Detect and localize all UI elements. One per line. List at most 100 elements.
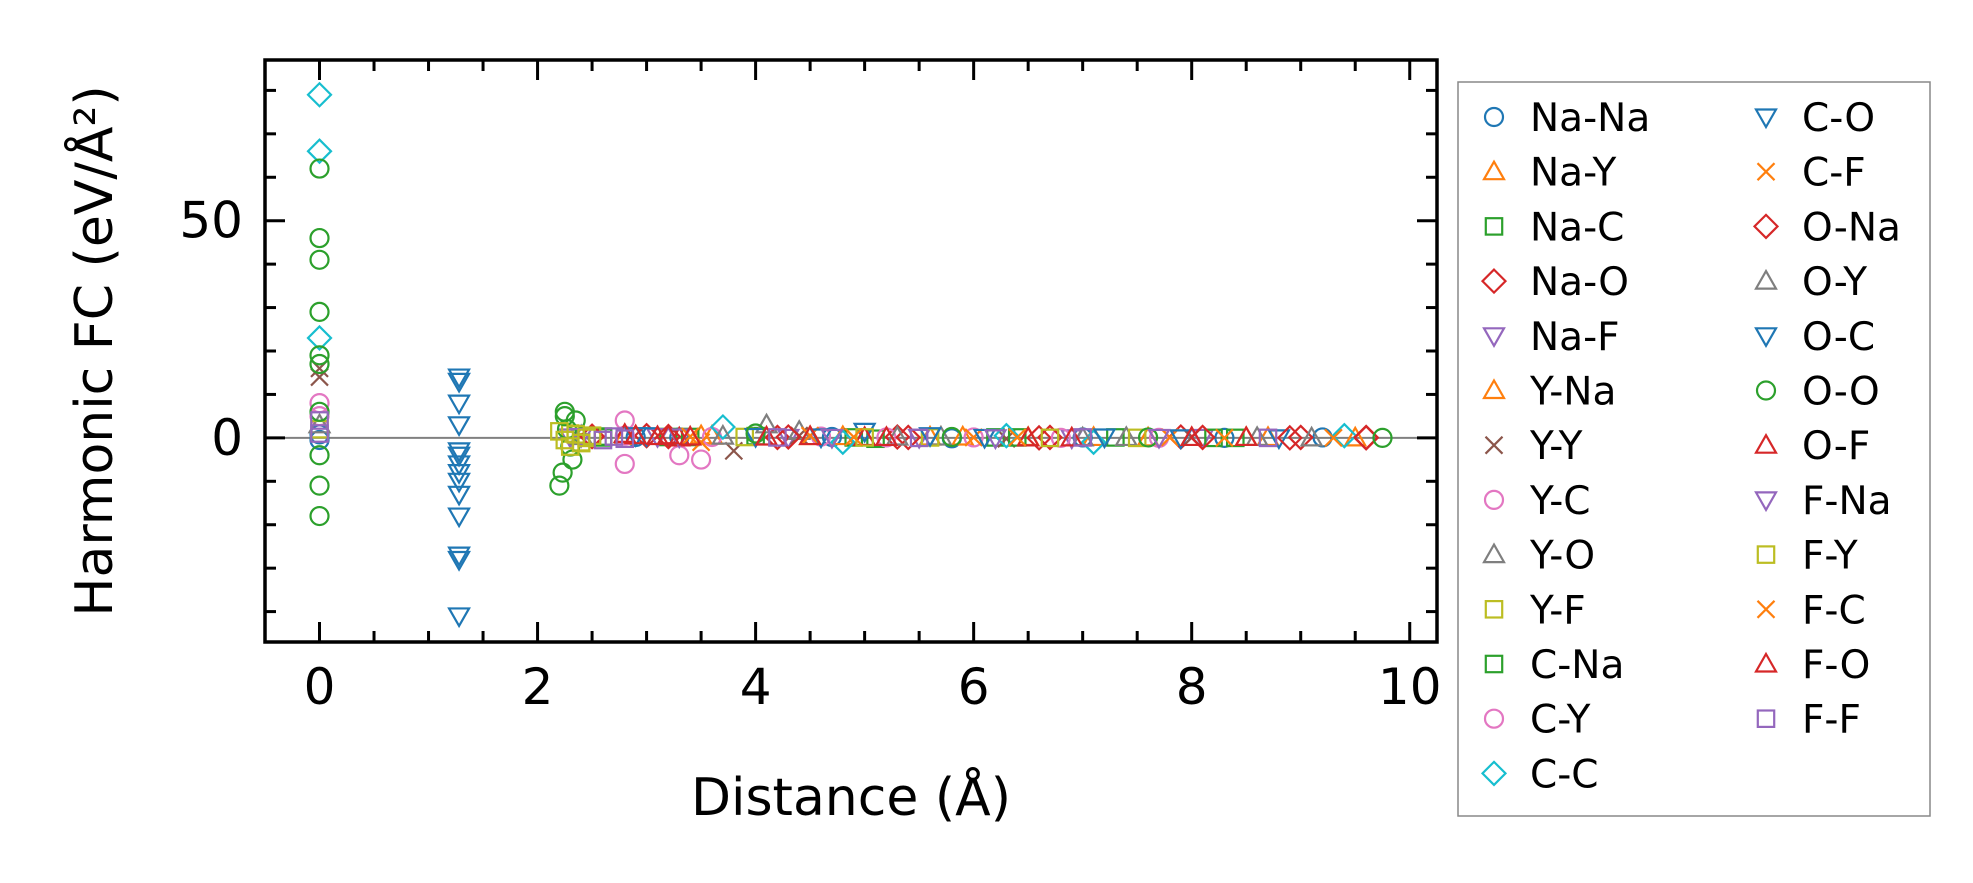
data-point xyxy=(1204,428,1223,448)
legend-label: Y-F xyxy=(1529,588,1586,633)
legend-marker xyxy=(1754,491,1778,513)
data-point xyxy=(1007,428,1027,447)
data-point xyxy=(1324,428,1343,448)
data-point xyxy=(309,345,330,366)
data-point xyxy=(963,427,984,448)
data-point xyxy=(309,301,330,323)
data-point xyxy=(1080,429,1107,456)
legend-item: Y-Y xyxy=(1484,424,1583,469)
legend-label: C-C xyxy=(1530,752,1599,797)
data-point xyxy=(309,475,330,496)
legend-label: F-O xyxy=(1802,643,1870,688)
legend-marker xyxy=(1752,213,1780,240)
data-point xyxy=(309,249,330,270)
legend-label: F-C xyxy=(1802,588,1866,633)
data-point xyxy=(552,462,573,483)
series-y-c xyxy=(309,393,1170,475)
x-tick-label: 8 xyxy=(1176,658,1208,716)
data-point xyxy=(1372,427,1393,448)
data-point xyxy=(1073,428,1092,447)
legend-label: O-F xyxy=(1802,424,1870,469)
data-point xyxy=(1137,427,1159,448)
data-point xyxy=(1214,427,1235,448)
legend-item: O-Na xyxy=(1752,205,1901,250)
data-point xyxy=(820,428,844,450)
legend-marker xyxy=(1754,327,1778,349)
y-axis-title: Harmonic FC (eV/Å²) xyxy=(63,85,125,616)
legend-label: C-O xyxy=(1802,96,1875,141)
legend-label: O-C xyxy=(1802,315,1875,360)
data-point xyxy=(604,427,624,446)
axis-ticks xyxy=(263,60,1437,642)
data-point xyxy=(1050,427,1071,448)
y-tick-label: 0 xyxy=(211,409,243,467)
legend-marker xyxy=(1484,435,1504,455)
legend-item: Na-F xyxy=(1482,315,1620,360)
data-point xyxy=(447,442,471,464)
series-o-c xyxy=(447,368,1193,468)
legend-marker xyxy=(1754,268,1778,290)
legend-marker xyxy=(1754,108,1778,130)
data-point xyxy=(829,429,856,456)
legend-marker xyxy=(1480,760,1508,787)
legend-marker xyxy=(1754,432,1778,454)
legend-marker xyxy=(1484,654,1504,674)
legend-item: C-Y xyxy=(1483,698,1591,743)
legend-marker xyxy=(1483,708,1505,729)
data-point xyxy=(447,607,471,629)
legend-marker xyxy=(1482,159,1506,181)
data-point xyxy=(798,424,823,446)
data-point xyxy=(614,453,635,475)
legend-label: O-O xyxy=(1802,370,1880,415)
data-point xyxy=(1234,425,1259,447)
data-point xyxy=(447,368,471,390)
data-point xyxy=(582,426,602,445)
legend-marker xyxy=(1482,542,1506,564)
x-tick-label: 10 xyxy=(1378,658,1442,716)
data-point xyxy=(1147,428,1171,450)
x-tick-label: 0 xyxy=(304,658,336,716)
legend-label: Na-C xyxy=(1530,205,1624,250)
data-point xyxy=(941,426,962,448)
data-point xyxy=(678,424,703,446)
data-point xyxy=(309,353,330,375)
legend-marker xyxy=(1756,600,1776,619)
legend-item: F-O xyxy=(1754,643,1870,688)
x-tick-label: 2 xyxy=(522,658,554,716)
data-point xyxy=(983,429,1008,451)
data-point xyxy=(310,411,329,430)
legend-label: F-Na xyxy=(1802,479,1892,524)
legend-marker xyxy=(1756,162,1776,181)
legend-marker xyxy=(1754,651,1778,673)
legend-item: O-O xyxy=(1755,370,1880,415)
data-point xyxy=(709,413,736,441)
x-tick-label: 4 xyxy=(740,658,772,716)
series-f-o xyxy=(612,422,1259,447)
data-point xyxy=(447,546,471,568)
legend-marker xyxy=(1756,545,1776,564)
data-point xyxy=(306,138,333,165)
data-point xyxy=(855,428,874,447)
data-point xyxy=(1040,428,1060,448)
data-point xyxy=(1092,428,1117,450)
legend-item: C-Na xyxy=(1484,643,1624,688)
data-point xyxy=(447,394,471,416)
series-f-f xyxy=(310,411,1278,450)
legend-label: Y-O xyxy=(1529,534,1595,579)
data-point xyxy=(593,430,613,450)
data-point xyxy=(950,424,975,446)
y-tick-label: 50 xyxy=(179,192,243,250)
data-point xyxy=(754,424,779,446)
legend-item: Na-C xyxy=(1484,205,1624,250)
data-point xyxy=(754,412,779,434)
series-f-c xyxy=(680,427,1234,448)
data-point xyxy=(964,428,983,447)
data-point xyxy=(306,81,333,108)
legend-item: Y-O xyxy=(1482,534,1595,579)
data-point xyxy=(612,422,637,443)
x-axis-title: Distance (Å) xyxy=(691,766,1011,828)
data-point xyxy=(447,550,471,572)
data-point xyxy=(447,372,471,394)
data-point xyxy=(1059,425,1084,447)
